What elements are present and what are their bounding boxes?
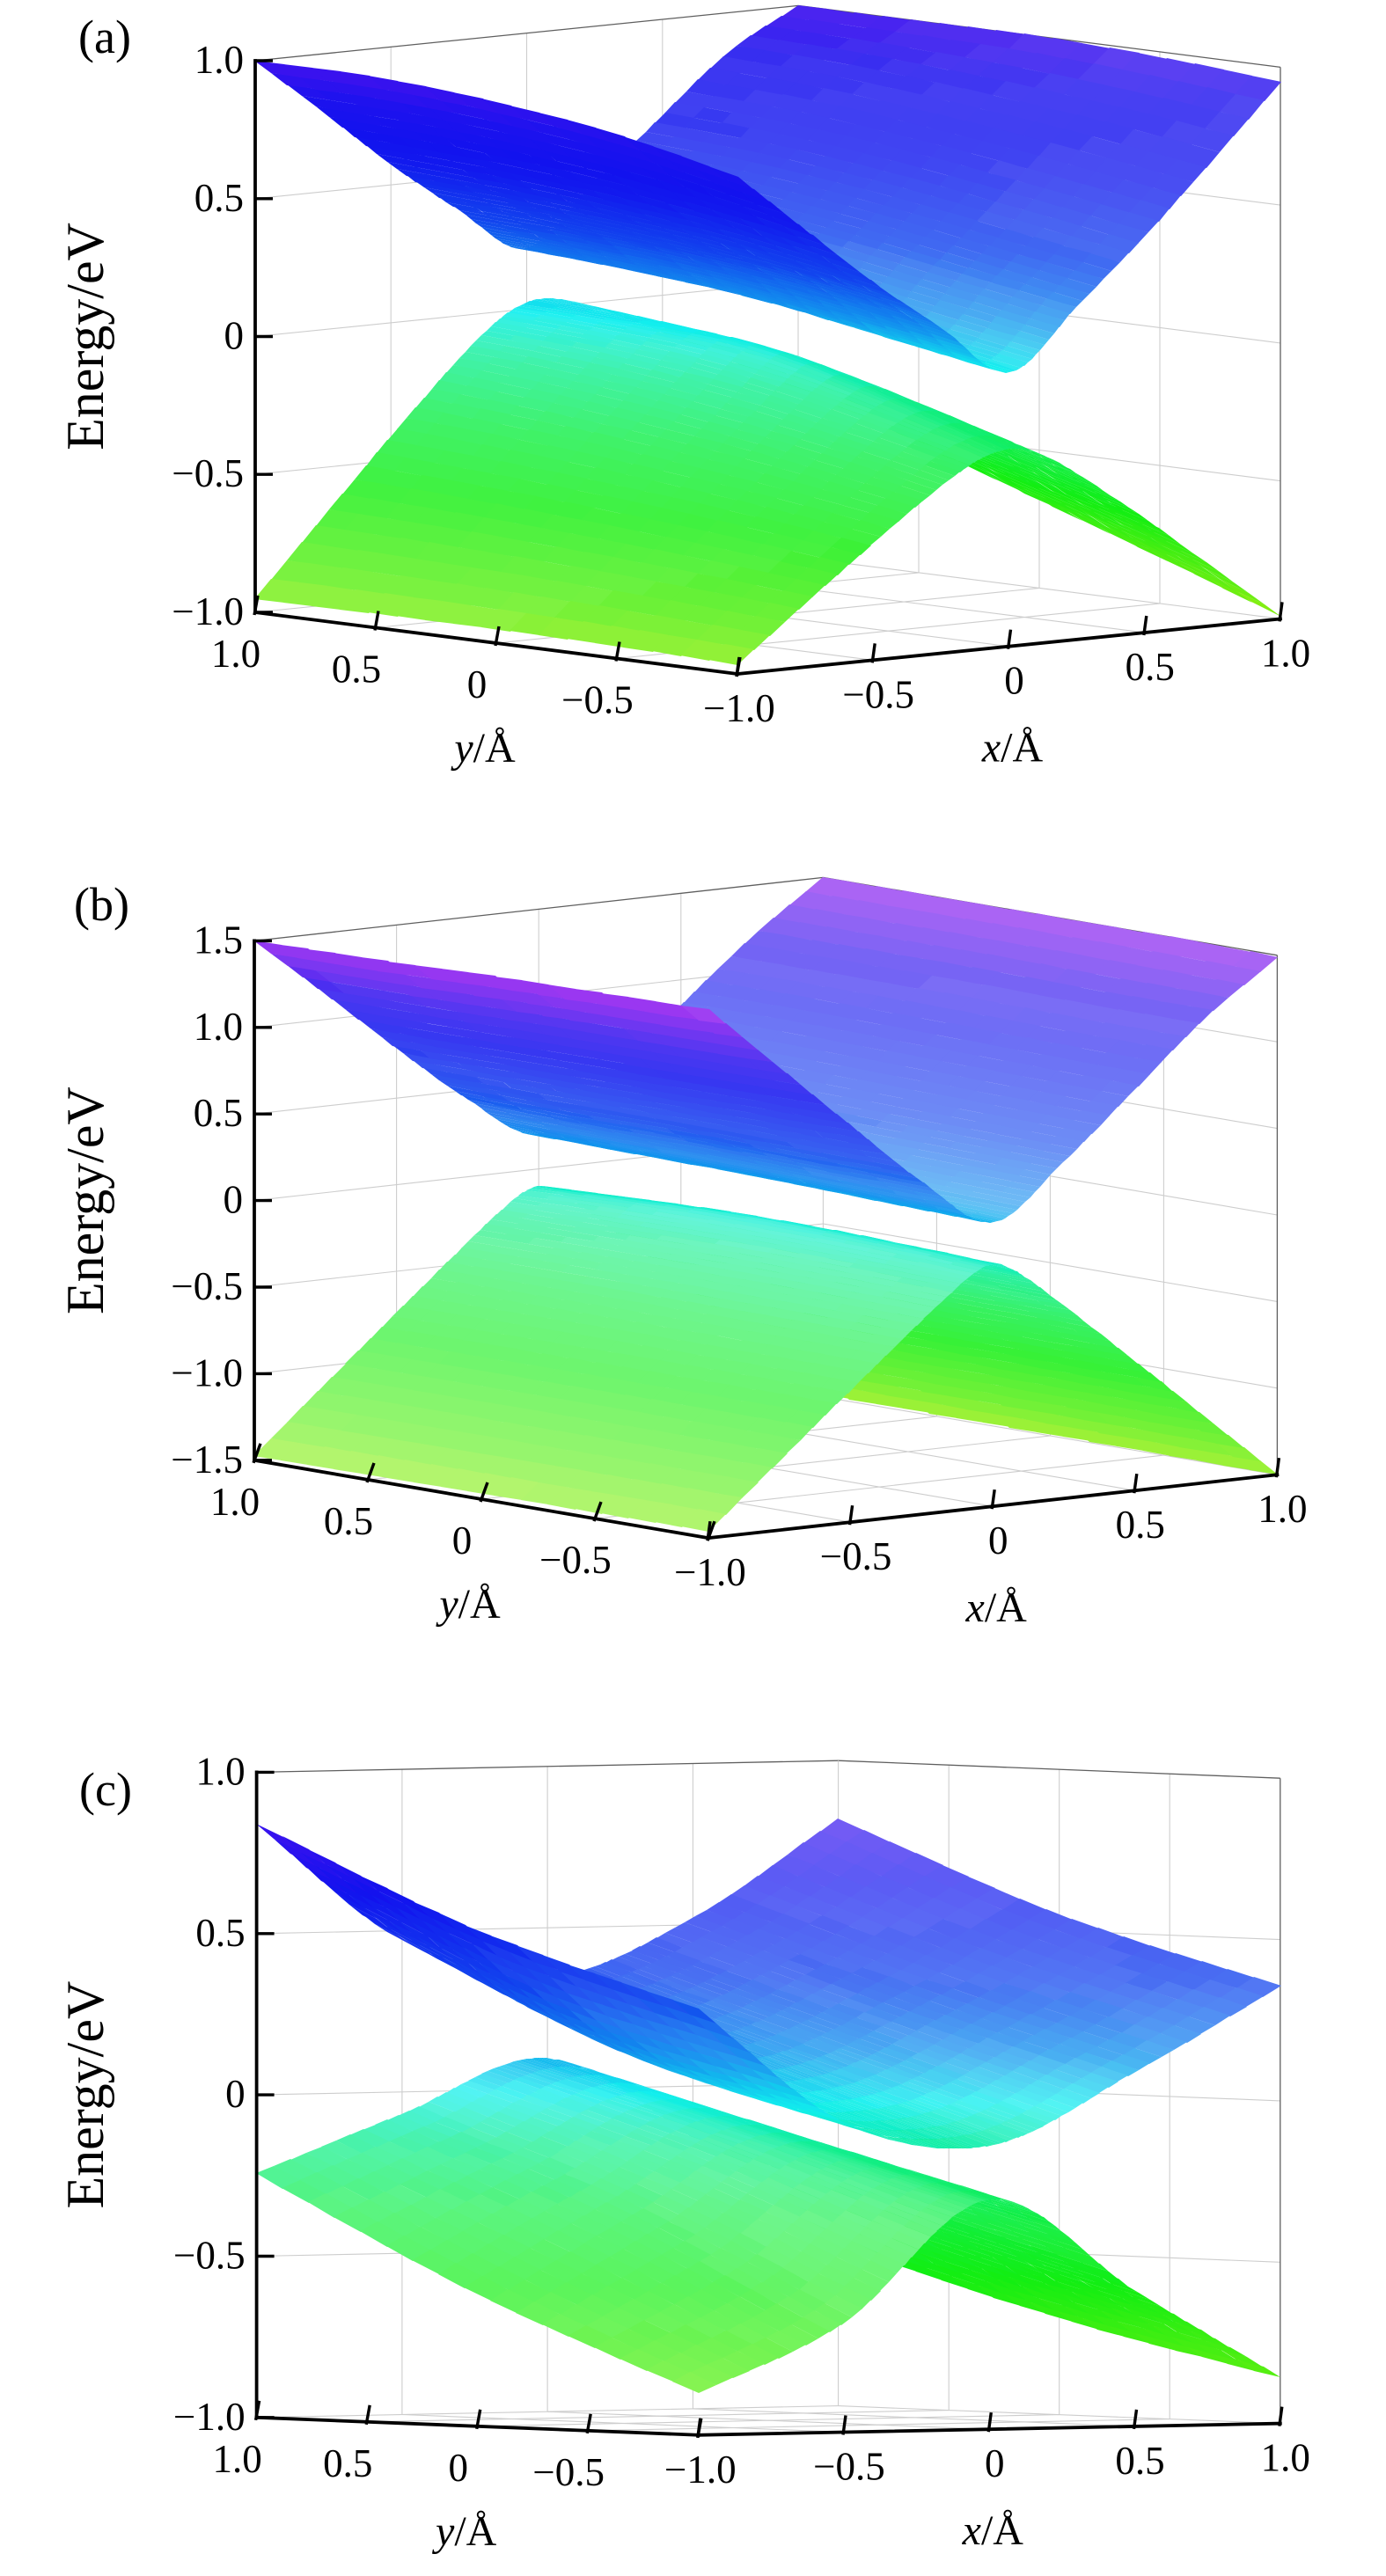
- svg-text:Energy/eV: Energy/eV: [56, 1087, 114, 1314]
- svg-text:1.0: 1.0: [212, 2437, 261, 2481]
- svg-text:0.5: 0.5: [1116, 1503, 1165, 1547]
- svg-text:1.0: 1.0: [1258, 1487, 1307, 1531]
- svg-text:y/Å: y/Å: [435, 1581, 501, 1628]
- svg-text:−0.5: −0.5: [173, 2234, 246, 2278]
- svg-text:0: 0: [1004, 659, 1024, 703]
- svg-text:Energy/eV: Energy/eV: [56, 223, 114, 450]
- svg-text:−0.5: −0.5: [539, 1538, 612, 1582]
- svg-text:−0.5: −0.5: [171, 1264, 243, 1308]
- svg-text:0: 0: [988, 1519, 1008, 1562]
- svg-text:−0.5: −0.5: [820, 1534, 892, 1578]
- svg-text:−1.0: −1.0: [173, 2395, 246, 2439]
- svg-text:−1.0: −1.0: [171, 1350, 243, 1394]
- svg-text:(b): (b): [74, 878, 129, 931]
- svg-text:1.5: 1.5: [194, 918, 243, 962]
- svg-text:0.5: 0.5: [194, 176, 244, 220]
- svg-text:(a): (a): [78, 11, 131, 63]
- svg-text:−1.0: −1.0: [674, 1550, 746, 1594]
- svg-text:1.0: 1.0: [210, 1480, 260, 1524]
- svg-text:−1.0: −1.0: [703, 686, 775, 730]
- svg-text:0: 0: [985, 2441, 1005, 2485]
- svg-text:0.5: 0.5: [324, 1499, 373, 1543]
- svg-text:−1.5: −1.5: [171, 1438, 243, 1482]
- svg-text:(c): (c): [79, 1763, 132, 1816]
- svg-text:y/Å: y/Å: [431, 2508, 497, 2555]
- svg-text:Energy/eV: Energy/eV: [56, 1981, 114, 2209]
- svg-text:1.0: 1.0: [1261, 631, 1310, 675]
- svg-text:0.5: 0.5: [194, 1091, 243, 1135]
- svg-text:0.5: 0.5: [1115, 2439, 1164, 2483]
- svg-text:−0.5: −0.5: [813, 2445, 885, 2489]
- svg-text:y/Å: y/Å: [450, 725, 516, 772]
- svg-text:x/Å: x/Å: [981, 725, 1044, 772]
- svg-text:1.0: 1.0: [194, 1005, 243, 1049]
- svg-text:−0.5: −0.5: [842, 672, 914, 716]
- svg-text:0: 0: [225, 2072, 246, 2116]
- svg-text:1.0: 1.0: [211, 632, 260, 676]
- svg-text:0.5: 0.5: [1126, 645, 1175, 689]
- svg-text:0.5: 0.5: [195, 1911, 245, 1955]
- svg-text:0: 0: [224, 1178, 244, 1222]
- svg-text:−0.5: −0.5: [532, 2450, 605, 2494]
- svg-text:−1.0: −1.0: [664, 2448, 737, 2492]
- svg-text:0.5: 0.5: [323, 2441, 372, 2485]
- svg-text:0: 0: [224, 314, 245, 358]
- svg-text:0: 0: [448, 2446, 468, 2490]
- svg-text:0: 0: [467, 662, 488, 706]
- svg-text:0: 0: [452, 1519, 473, 1562]
- svg-text:1.0: 1.0: [195, 1749, 245, 1793]
- svg-text:−1.0: −1.0: [172, 589, 244, 633]
- svg-text:1.0: 1.0: [194, 38, 244, 82]
- svg-text:−0.5: −0.5: [172, 451, 244, 495]
- svg-text:−0.5: −0.5: [561, 678, 634, 722]
- svg-text:1.0: 1.0: [1261, 2436, 1310, 2480]
- svg-text:0.5: 0.5: [332, 648, 381, 692]
- svg-text:x/Å: x/Å: [965, 1584, 1028, 1631]
- svg-text:x/Å: x/Å: [962, 2507, 1024, 2554]
